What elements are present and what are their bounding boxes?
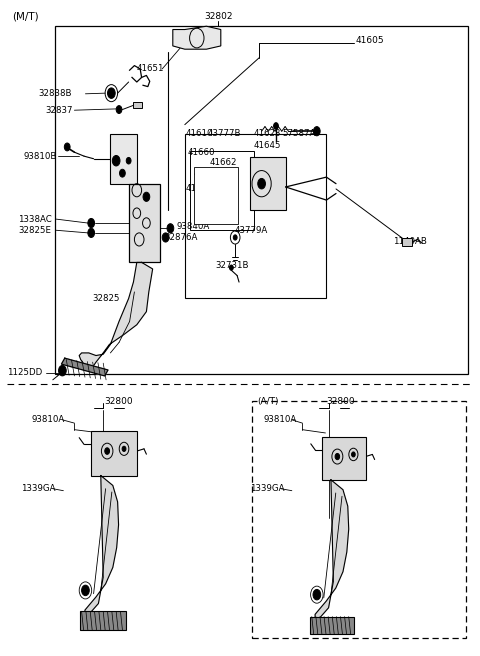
Circle shape bbox=[116, 106, 122, 113]
Text: 57587A: 57587A bbox=[282, 129, 316, 138]
Text: 41651: 41651 bbox=[137, 64, 164, 73]
Text: 32825E: 32825E bbox=[18, 226, 51, 235]
Circle shape bbox=[82, 585, 89, 596]
Text: 32825: 32825 bbox=[92, 294, 120, 303]
Circle shape bbox=[313, 590, 321, 600]
Text: 93810B: 93810B bbox=[24, 152, 58, 161]
Text: 32731B: 32731B bbox=[215, 261, 249, 270]
Text: 1339GA: 1339GA bbox=[250, 484, 284, 493]
Bar bbox=[322, 438, 365, 480]
Circle shape bbox=[351, 452, 355, 457]
Circle shape bbox=[59, 365, 66, 376]
Text: 43777B: 43777B bbox=[207, 129, 241, 138]
Text: 32876A: 32876A bbox=[165, 233, 198, 242]
Text: 41682A: 41682A bbox=[193, 169, 227, 178]
Text: (M/T): (M/T) bbox=[12, 11, 38, 22]
Circle shape bbox=[112, 155, 120, 166]
Circle shape bbox=[162, 233, 169, 242]
Text: (A/T): (A/T) bbox=[257, 397, 278, 406]
Text: 41605: 41605 bbox=[355, 36, 384, 45]
Bar bbox=[91, 431, 137, 476]
Bar bbox=[185, 134, 326, 298]
Text: 93840A: 93840A bbox=[177, 222, 210, 231]
Bar bbox=[310, 617, 354, 634]
Circle shape bbox=[313, 127, 320, 136]
Bar bbox=[402, 238, 412, 246]
Polygon shape bbox=[61, 358, 108, 376]
Circle shape bbox=[122, 446, 126, 451]
Text: 32837: 32837 bbox=[46, 106, 73, 115]
Polygon shape bbox=[315, 480, 348, 619]
Polygon shape bbox=[79, 262, 153, 371]
Text: 1125DD: 1125DD bbox=[7, 368, 42, 377]
Text: 32838B: 32838B bbox=[38, 89, 72, 98]
Text: 41670: 41670 bbox=[185, 184, 213, 194]
Circle shape bbox=[108, 88, 115, 98]
Circle shape bbox=[88, 228, 95, 237]
Text: 93810A: 93810A bbox=[263, 415, 296, 424]
Circle shape bbox=[167, 224, 174, 233]
Bar bbox=[80, 611, 126, 630]
Circle shape bbox=[258, 178, 265, 189]
Text: 1339GA: 1339GA bbox=[21, 484, 55, 493]
Text: 1140AB: 1140AB bbox=[393, 237, 427, 246]
Bar bbox=[194, 167, 238, 224]
Circle shape bbox=[64, 143, 70, 151]
Circle shape bbox=[143, 192, 150, 201]
Text: 32802: 32802 bbox=[204, 12, 233, 21]
Polygon shape bbox=[85, 476, 119, 615]
Text: 93810A: 93810A bbox=[31, 415, 64, 424]
Bar bbox=[252, 401, 466, 638]
Bar bbox=[250, 157, 286, 210]
Bar bbox=[129, 184, 160, 262]
Text: 41660: 41660 bbox=[187, 148, 215, 157]
Circle shape bbox=[120, 169, 125, 177]
Text: 1338AC: 1338AC bbox=[18, 215, 52, 224]
Bar bbox=[55, 26, 468, 374]
Text: 32800: 32800 bbox=[105, 397, 133, 406]
Bar bbox=[110, 134, 137, 184]
Text: 43779A: 43779A bbox=[234, 226, 267, 236]
Text: 41623: 41623 bbox=[253, 129, 281, 138]
Circle shape bbox=[274, 123, 278, 129]
Circle shape bbox=[335, 453, 340, 460]
Bar bbox=[133, 102, 142, 108]
Bar bbox=[190, 151, 254, 230]
Circle shape bbox=[105, 448, 109, 455]
Circle shape bbox=[229, 265, 233, 270]
Polygon shape bbox=[173, 26, 221, 49]
Text: 41645: 41645 bbox=[253, 141, 281, 150]
Circle shape bbox=[233, 235, 237, 240]
Circle shape bbox=[88, 218, 95, 228]
Text: 41610: 41610 bbox=[185, 129, 213, 138]
Circle shape bbox=[126, 157, 131, 164]
Text: 41662: 41662 bbox=[210, 158, 237, 167]
Text: 32800: 32800 bbox=[326, 397, 355, 406]
